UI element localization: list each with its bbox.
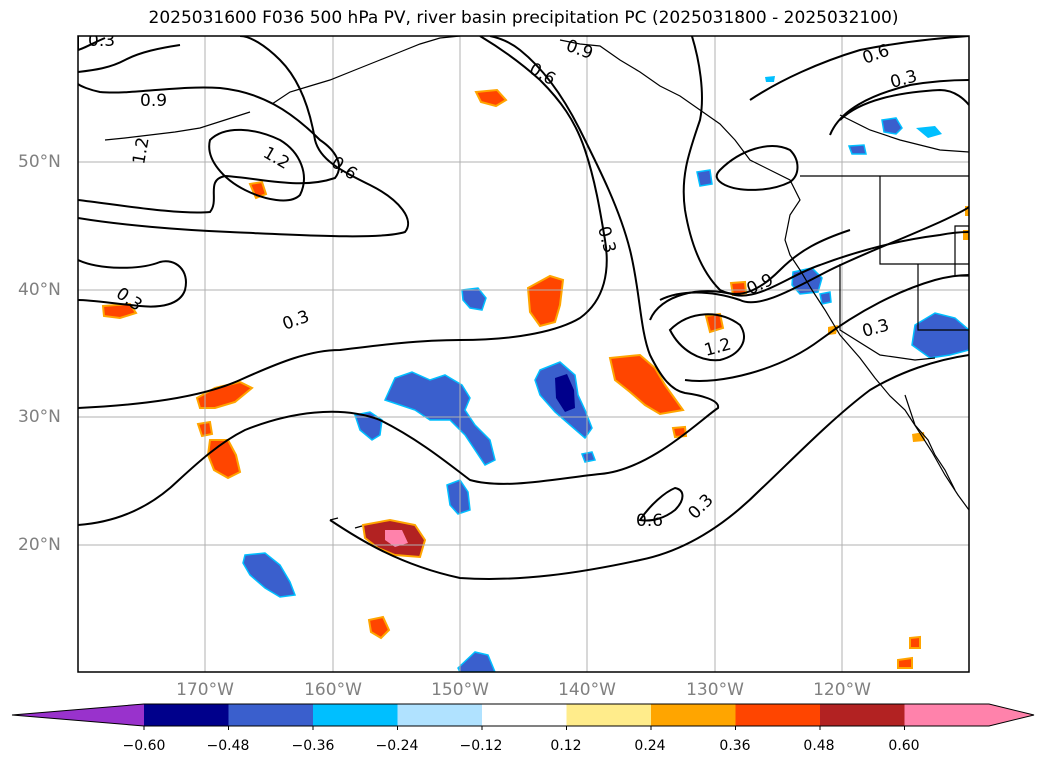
lon-label-160w: 160°W xyxy=(304,680,362,700)
colorbar xyxy=(11,703,1035,730)
lat-label-30n: 30°N xyxy=(18,407,61,427)
colorbar-segment xyxy=(228,704,314,726)
graticule xyxy=(78,36,969,672)
colorbar-segment xyxy=(482,704,567,726)
map-title: 2025031600 F036 500 hPa PV, river basin … xyxy=(148,8,899,28)
colorbar-segment xyxy=(904,704,990,726)
contour-label: 1.2 xyxy=(129,136,153,166)
lat-label-40n: 40°N xyxy=(18,280,61,300)
colorbar-tick-label: −0.12 xyxy=(459,738,503,754)
colorbar-extend-low xyxy=(12,704,144,726)
lat-label-50n: 50°N xyxy=(18,152,61,172)
contour-label: 0.9 xyxy=(140,91,167,111)
precip-anomaly-fields xyxy=(101,76,969,672)
colorbar-extend-high xyxy=(989,704,1034,726)
lon-label-150w: 150°W xyxy=(431,680,489,700)
colorbar-segment xyxy=(820,704,905,726)
colorbar-tick-label: −0.48 xyxy=(206,738,250,754)
colorbar-tick-label: −0.24 xyxy=(375,738,419,754)
contour-label: 0.6 xyxy=(636,511,663,531)
colorbar-tick-label: 0.60 xyxy=(888,738,920,754)
colorbar-tick-label: −0.60 xyxy=(122,738,166,754)
colorbar-segment xyxy=(313,704,398,726)
lon-label-140w: 140°W xyxy=(558,680,616,700)
colorbar-segment xyxy=(144,704,229,726)
colorbar-segment xyxy=(735,704,821,726)
map-frame xyxy=(78,36,969,672)
colorbar-tick-label: 0.12 xyxy=(550,738,582,754)
lon-label-120w: 120°W xyxy=(813,680,871,700)
contour-label: 0.3 xyxy=(88,31,115,51)
colorbar-tick-label: 0.48 xyxy=(803,738,835,754)
colorbar-segment xyxy=(566,704,652,726)
colorbar-tick-label: 0.24 xyxy=(634,738,666,754)
lat-label-20n: 20°N xyxy=(18,535,61,555)
pv-contours xyxy=(78,36,969,580)
colorbar-segment xyxy=(651,704,736,726)
lon-label-130w: 130°W xyxy=(686,680,744,700)
colorbar-segment xyxy=(397,704,483,726)
colorbar-tick-label: 0.36 xyxy=(719,738,751,754)
lon-label-170w: 170°W xyxy=(176,680,234,700)
map-border xyxy=(77,35,970,673)
colorbar-tick-label: −0.36 xyxy=(291,738,335,754)
